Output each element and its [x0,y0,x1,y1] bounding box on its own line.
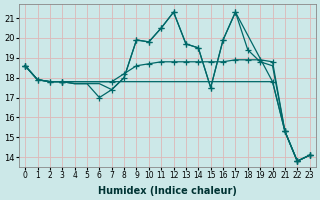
X-axis label: Humidex (Indice chaleur): Humidex (Indice chaleur) [98,186,237,196]
